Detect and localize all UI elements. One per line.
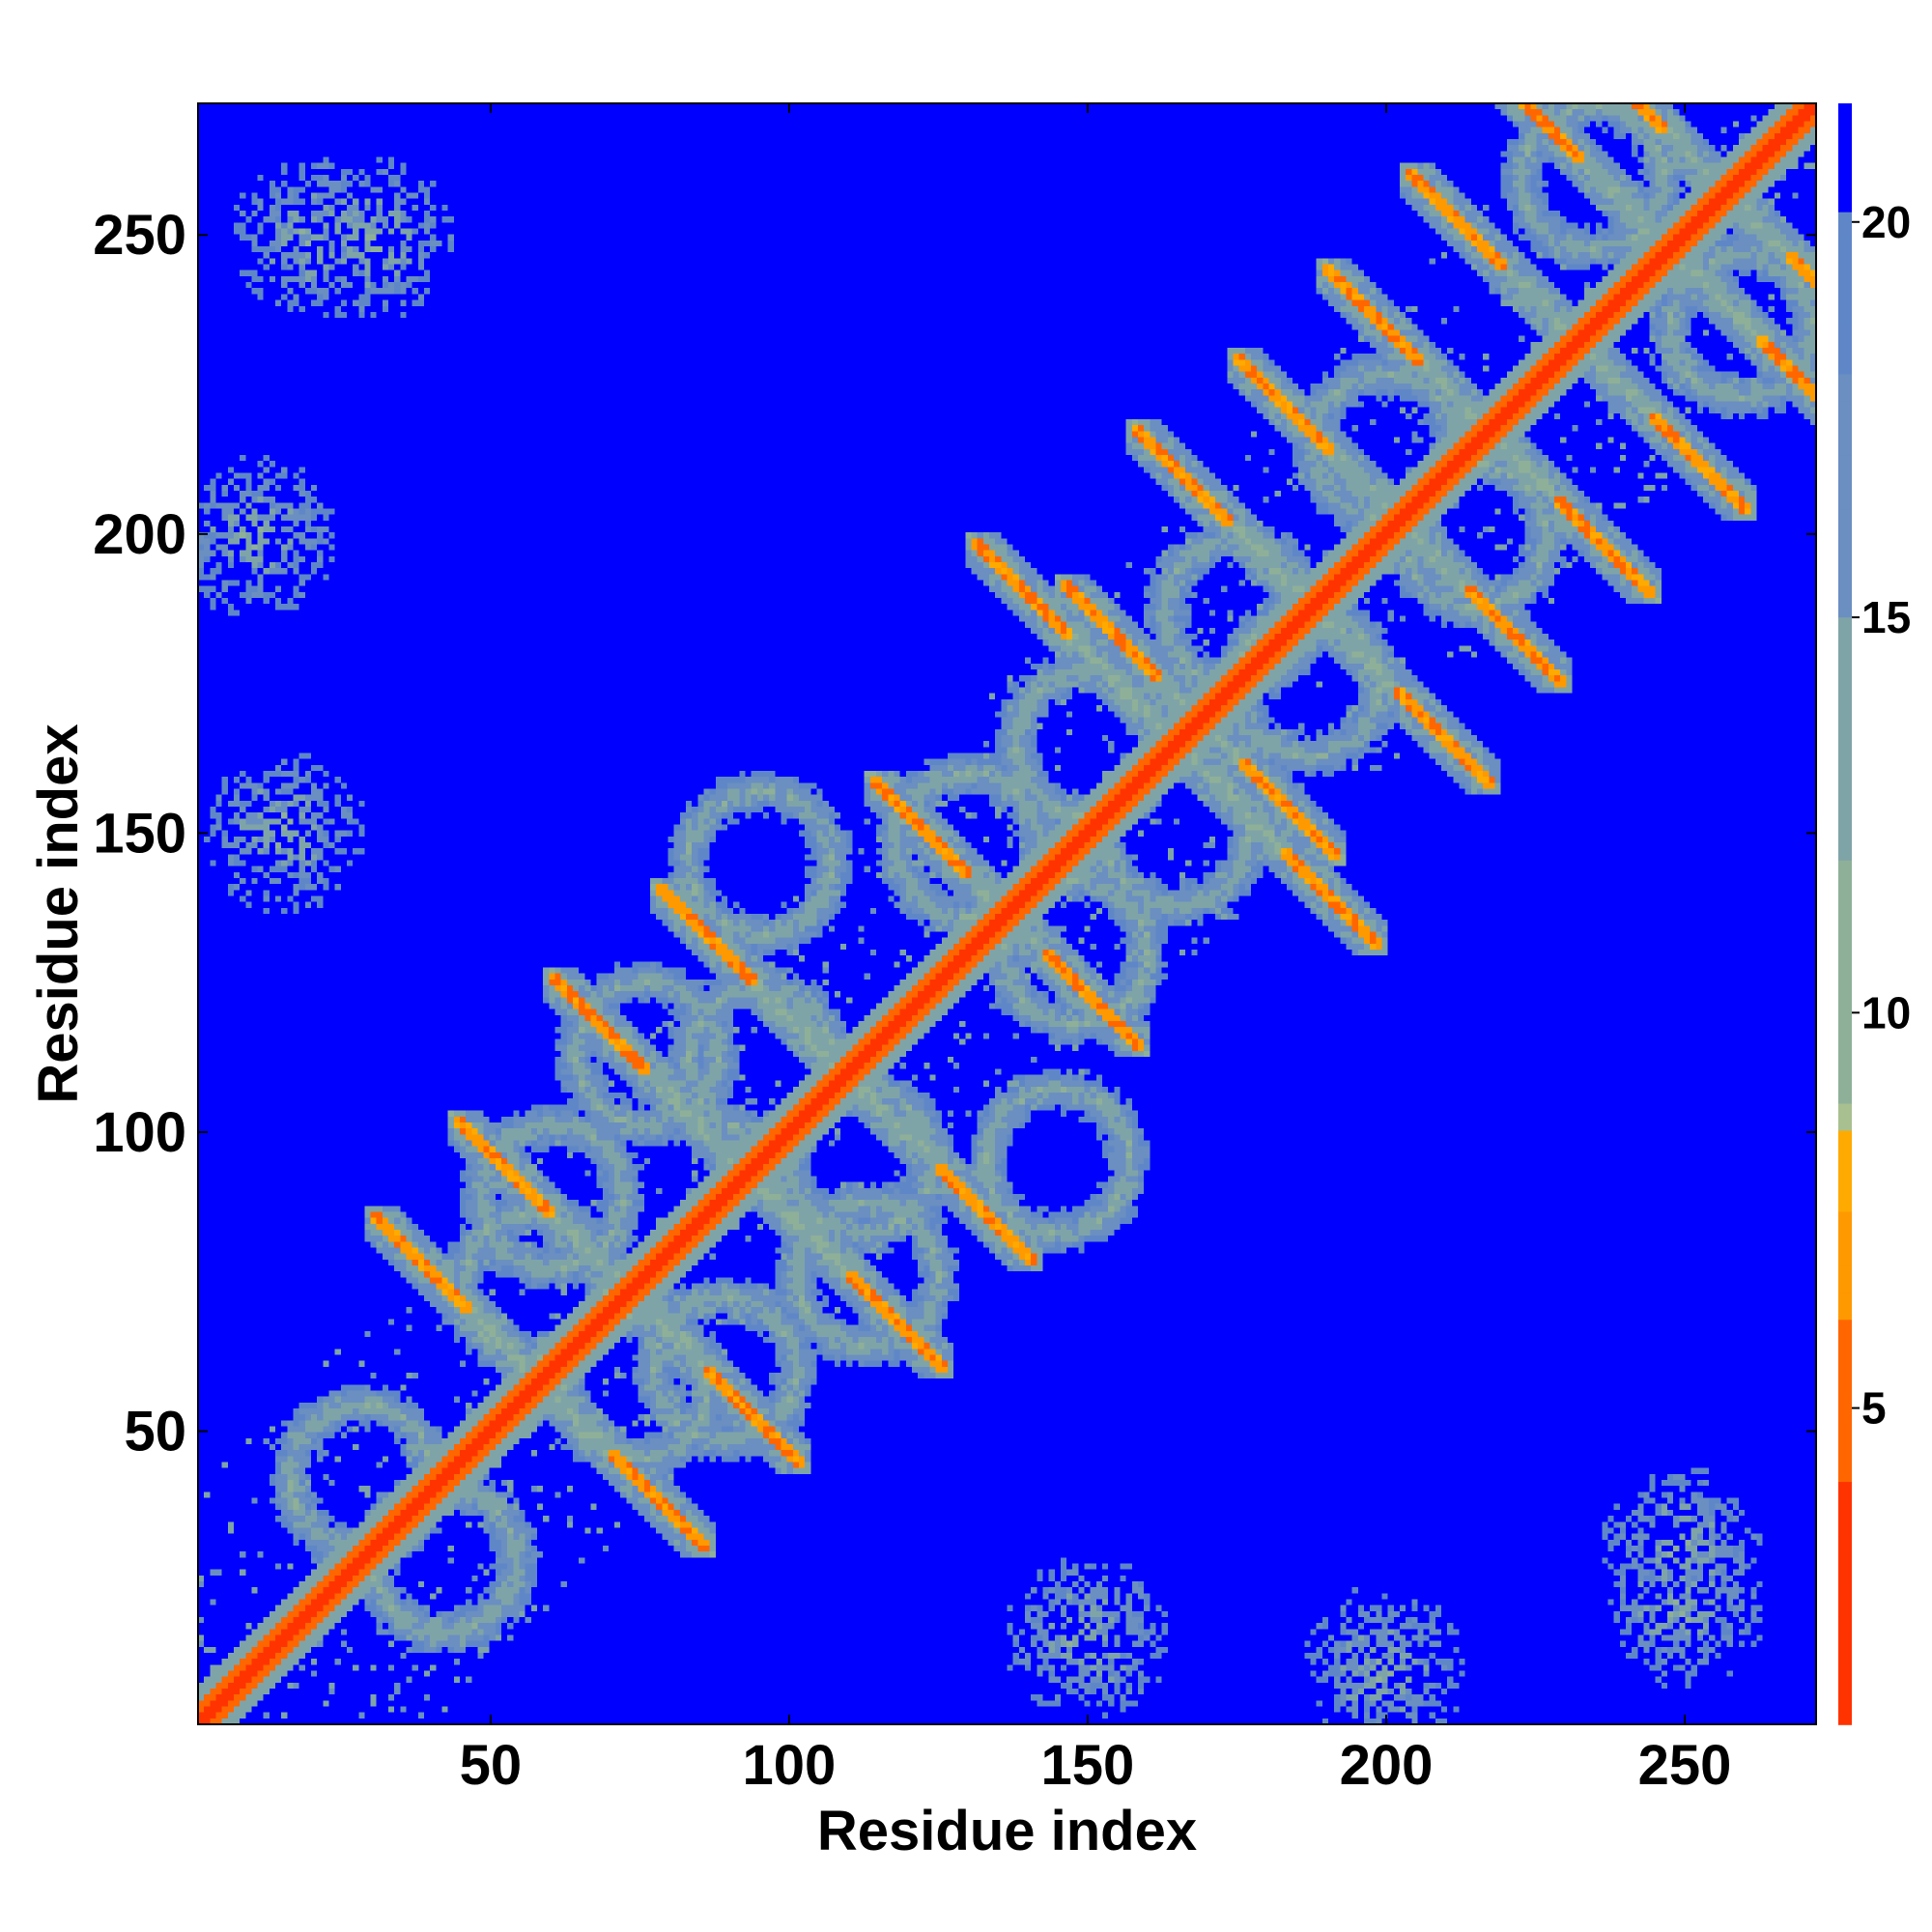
colorbar-segment xyxy=(1838,292,1852,321)
y-tick-label: 250 xyxy=(93,204,186,267)
colorbar-segment xyxy=(1838,887,1852,915)
colorbar-segment xyxy=(1838,806,1852,834)
colorbar-segment xyxy=(1838,724,1852,753)
x-tick-label: 50 xyxy=(460,1734,523,1797)
colorbar-segment xyxy=(1838,156,1852,185)
colorbar-segment xyxy=(1838,427,1852,456)
colorbar-segment xyxy=(1838,1400,1852,1429)
colorbar-segment xyxy=(1838,265,1852,294)
colorbar-segment xyxy=(1838,1237,1852,1266)
colorbar-segment xyxy=(1838,1670,1852,1698)
y-tick-label: 100 xyxy=(93,1101,186,1164)
colorbar-segment xyxy=(1838,1481,1852,1510)
colorbar-segment xyxy=(1838,508,1852,537)
colorbar-segment xyxy=(1838,1075,1852,1104)
colorbar-segment xyxy=(1838,1454,1852,1483)
colorbar-segment xyxy=(1838,994,1852,1023)
colorbar-segment xyxy=(1838,400,1852,429)
colorbar-segment xyxy=(1838,562,1852,591)
y-axis: 50 100 150 200 250 xyxy=(93,204,1816,1463)
colorbar-segment xyxy=(1838,779,1852,807)
colorbar-segment xyxy=(1838,1562,1852,1590)
colorbar-segment xyxy=(1838,238,1852,267)
colorbar-segment xyxy=(1838,1210,1852,1239)
colorbar-segment xyxy=(1838,346,1852,375)
colorbar-segment xyxy=(1838,319,1852,348)
y-tick-label: 50 xyxy=(124,1401,186,1463)
colorbar-segment xyxy=(1838,1264,1852,1293)
colorbar-segment xyxy=(1838,860,1852,888)
colorbar-segment xyxy=(1838,1156,1852,1185)
colorbar-segment xyxy=(1838,670,1852,699)
colorbar-segment xyxy=(1838,1643,1852,1671)
x-tick-label: 150 xyxy=(1041,1734,1135,1797)
colorbar-segment xyxy=(1838,1589,1852,1617)
colorbar-segment xyxy=(1838,129,1852,158)
colorbar-segment xyxy=(1838,1373,1852,1402)
colorbar-tick-label: 20 xyxy=(1861,197,1911,247)
x-axis-title: Residue index xyxy=(817,1800,1197,1862)
colorbar-segment xyxy=(1838,833,1852,861)
x-tick-label: 100 xyxy=(743,1734,837,1797)
colorbar-segment xyxy=(1838,940,1852,969)
y-axis-title: Residue index xyxy=(27,724,90,1103)
y-tick-label: 150 xyxy=(93,802,186,865)
colorbar-segment xyxy=(1838,103,1852,131)
colorbar-segment xyxy=(1838,1292,1852,1321)
x-axis: 50 100 150 200 250 xyxy=(460,103,1732,1797)
colorbar-segment xyxy=(1838,454,1852,483)
colorbar-segment xyxy=(1838,1427,1852,1456)
colorbar-segment xyxy=(1838,184,1852,213)
colorbar-segment xyxy=(1838,643,1852,672)
colorbar-segment xyxy=(1838,1616,1852,1644)
heatmap-cells xyxy=(198,103,1816,1724)
colorbar-segment xyxy=(1838,1048,1852,1077)
colorbar-segment xyxy=(1838,967,1852,996)
colorbar-segment xyxy=(1838,752,1852,780)
colorbar-segment xyxy=(1838,1535,1852,1563)
colorbar-segment xyxy=(1838,914,1852,942)
colorbar-segment xyxy=(1838,373,1852,402)
colorbar-tick-label: 15 xyxy=(1861,592,1911,642)
colorbar-segment xyxy=(1838,1508,1852,1537)
colorbar-segment xyxy=(1838,535,1852,564)
x-tick-label: 250 xyxy=(1638,1734,1732,1797)
heatmap-layer xyxy=(198,103,1816,1724)
colorbar-segment xyxy=(1838,211,1852,240)
colorbar-segment xyxy=(1838,481,1852,510)
colorbar-segment xyxy=(1838,589,1852,618)
colorbar-segment xyxy=(1838,1183,1852,1212)
plot-frame xyxy=(197,102,1817,1725)
colorbar-segment xyxy=(1838,1697,1852,1725)
colorbar-segment xyxy=(1838,1102,1852,1131)
y-tick-label: 200 xyxy=(93,503,186,566)
colorbar-segment xyxy=(1838,1319,1852,1348)
colorbar-tick-label: 5 xyxy=(1861,1383,1887,1434)
colorbar-segment xyxy=(1838,1021,1852,1050)
colorbar-tick-label: 10 xyxy=(1861,987,1911,1037)
colorbar-segment xyxy=(1838,697,1852,726)
colorbar-segment xyxy=(1838,1346,1852,1375)
colorbar: 5 10 15 20 xyxy=(1838,103,1911,1725)
x-tick-label: 200 xyxy=(1340,1734,1434,1797)
colorbar-segment xyxy=(1838,1129,1852,1158)
colorbar-segment xyxy=(1838,616,1852,645)
